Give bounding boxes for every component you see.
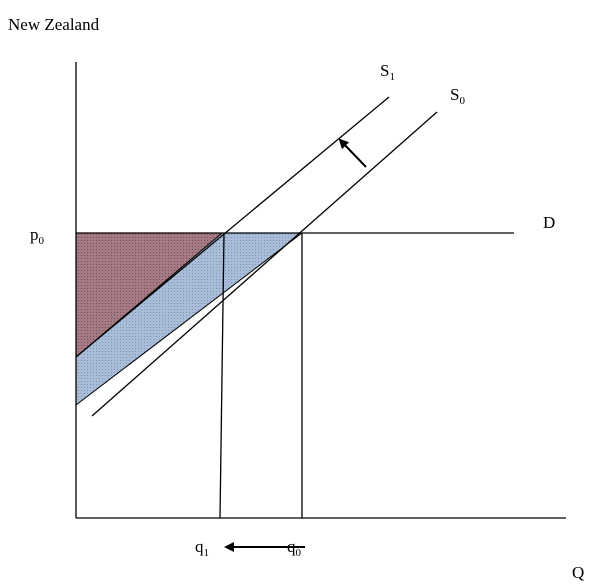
label-q1: q1: [195, 537, 209, 559]
label-sub: 1: [389, 71, 395, 83]
q1-line: [219, 232, 225, 519]
label-base: S: [450, 85, 459, 104]
title: New Zealand: [8, 15, 100, 34]
label-sub: 0: [39, 235, 45, 247]
label-sub: 0: [459, 95, 465, 107]
label-sub: 0: [296, 547, 302, 559]
supply-s0: [91, 111, 438, 417]
label-p0: p0: [30, 225, 45, 247]
label-base: S: [380, 61, 389, 80]
supply-s1: [75, 96, 390, 358]
label-base: q: [195, 537, 204, 556]
label-s1: S1: [380, 61, 395, 83]
label-base: q: [287, 537, 296, 556]
shift-arrow: [338, 138, 367, 168]
label-s0: S0: [450, 85, 465, 107]
label-base: p: [30, 225, 39, 244]
label-sub: 1: [204, 547, 210, 559]
label-d: D: [543, 213, 555, 232]
label-q0: q0: [287, 537, 302, 559]
label-q: Q: [572, 563, 584, 582]
